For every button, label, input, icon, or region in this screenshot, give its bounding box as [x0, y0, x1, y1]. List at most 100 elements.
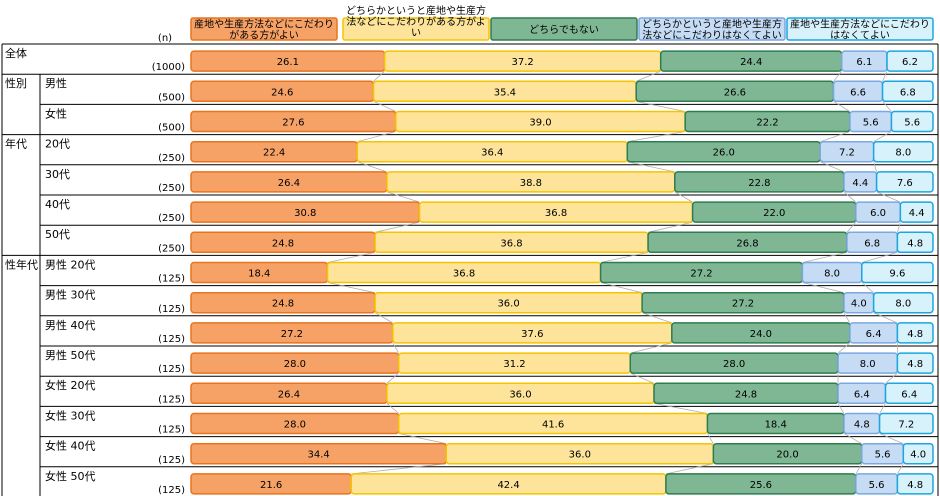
row-label: 女性 20代 [45, 378, 96, 392]
data-label: 6.1 [856, 57, 872, 68]
connector-line [357, 161, 388, 173]
connector-line [327, 251, 376, 263]
data-label: 20.0 [776, 450, 798, 461]
bar-row: 27.2 37.6 24.0 6.4 4.8 [190, 322, 934, 344]
data-label: 28.0 [723, 359, 745, 370]
connector-line [820, 131, 851, 143]
connector-line [861, 282, 874, 294]
legend-label: 法などにこだわりがある方がよ [346, 15, 485, 28]
row-n: (125) [158, 455, 185, 466]
bar-segment [896, 352, 934, 374]
legend-label: い [411, 28, 421, 39]
legend-label: どちらかというと産地や生産方 [642, 18, 782, 31]
data-label: 18.4 [765, 420, 787, 431]
data-label: 4.8 [854, 420, 870, 431]
bar-row: 28.0 41.6 18.4 4.8 7.2 [190, 412, 934, 435]
data-label: 4.8 [907, 359, 923, 370]
data-label: 37.6 [521, 329, 543, 340]
bar-segment [884, 382, 934, 405]
row-n: (125) [158, 425, 185, 436]
row-label: 40代 [45, 198, 70, 211]
row-label: 男性 30代 [45, 288, 96, 302]
bars: 26.1 37.2 24.4 6.1 6.2 24.6 35.4 26.6 6.6 6.8 27.6… [190, 50, 934, 495]
row-label: 男性 [45, 76, 67, 90]
bar-segment [896, 322, 934, 344]
data-label: 8.0 [860, 359, 876, 370]
data-label: 6.8 [864, 238, 880, 249]
row-label: 30代 [45, 168, 70, 181]
connector-line [351, 463, 447, 475]
row-n: (250) [158, 183, 185, 194]
connector-line [707, 433, 714, 444]
data-label: 6.6 [850, 87, 866, 98]
connector-line [855, 463, 863, 475]
connector-line [327, 282, 376, 294]
legend-swatch [490, 17, 638, 41]
bar-segment [872, 291, 934, 314]
connector-line [882, 70, 888, 82]
legend-label: がある方がよい [229, 29, 299, 42]
connector-line [374, 221, 420, 233]
bar-row: 28.0 31.2 28.0 8.0 4.8 [190, 352, 934, 374]
bar-row: 27.6 39.0 22.2 5.6 5.6 [190, 110, 934, 133]
bar-row: 24.8 36.8 26.8 6.8 4.8 [190, 231, 934, 254]
row-n: (1000) [152, 62, 185, 73]
legend-label: 法などにこだわりはなくてよい [642, 29, 782, 42]
data-label: 7.6 [897, 178, 913, 189]
connector-line [600, 251, 649, 263]
data-label: 36.0 [569, 450, 591, 461]
bar-segment [875, 171, 934, 193]
connector-line [357, 131, 396, 143]
data-label: 26.0 [713, 148, 735, 159]
data-label: 36.0 [509, 389, 531, 400]
row-label: 男性 40代 [45, 318, 96, 332]
connector-line [873, 131, 892, 143]
row-n: (500) [158, 123, 185, 134]
connector-line [861, 251, 898, 263]
row-label: 女性 30代 [45, 408, 96, 422]
row-label: 女性 [45, 106, 67, 120]
connector-line [386, 372, 400, 384]
data-label: 4.4 [852, 178, 868, 189]
data-label: 27.2 [281, 329, 303, 340]
n-header: (n) [158, 33, 172, 44]
connector-line [897, 463, 904, 475]
connector-line [653, 402, 708, 414]
bar-segment [890, 110, 934, 133]
data-label: 34.4 [307, 450, 329, 461]
data-label: 22.8 [748, 178, 770, 189]
data-label: 5.6 [904, 118, 920, 129]
connector-line [843, 191, 857, 203]
data-label: 18.4 [248, 269, 270, 280]
connector-line [896, 221, 901, 233]
data-label: 24.6 [271, 87, 293, 98]
connector-line [386, 402, 400, 414]
connector-line [386, 191, 420, 203]
connector-line [600, 282, 643, 294]
bar-segment [896, 231, 934, 254]
data-label: 8.0 [895, 299, 911, 310]
row-grid [1, 43, 939, 496]
data-label: 24.0 [750, 329, 772, 340]
bar-row: 24.6 35.4 26.6 6.6 6.8 [190, 80, 934, 103]
data-label: 21.6 [260, 480, 282, 491]
data-label: 38.8 [520, 178, 542, 189]
data-label: 6.0 [870, 208, 886, 219]
row-label: 女性 40代 [45, 439, 96, 453]
connector-line [642, 312, 672, 324]
data-label: 5.6 [869, 480, 885, 491]
connector-line [833, 100, 851, 112]
connector-line [843, 312, 851, 324]
bar-row: 26.4 36.0 24.8 6.4 6.4 [190, 382, 934, 405]
bar-row: 34.4 36.0 20.0 5.6 4.0 [190, 442, 934, 465]
group-label: 全体 [5, 46, 27, 60]
data-label: 26.1 [277, 57, 299, 68]
connector-line [885, 372, 898, 384]
data-label: 4.8 [907, 480, 923, 491]
data-label: 31.2 [503, 359, 525, 370]
bar-row: 30.8 36.8 22.0 6.0 4.4 [190, 201, 934, 223]
data-label: 7.2 [898, 420, 914, 431]
connector-line [879, 403, 886, 414]
data-label: 35.4 [494, 87, 516, 98]
